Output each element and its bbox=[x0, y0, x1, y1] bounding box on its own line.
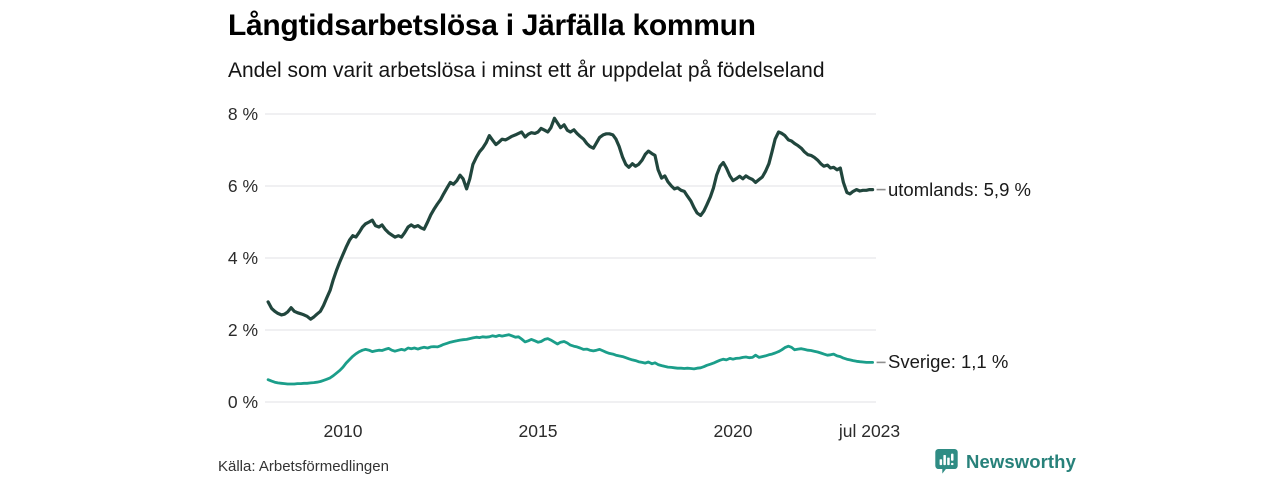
newsworthy-bar-chart-icon bbox=[935, 449, 958, 474]
chart-subtitle: Andel som varit arbetslösa i minst ett å… bbox=[228, 59, 825, 82]
series-label-utomlands: utomlands: 5,9 % bbox=[888, 178, 1031, 200]
newsworthy-wordmark: Newsworthy bbox=[966, 450, 1076, 472]
y-axis-label-2: 2 % bbox=[227, 320, 258, 340]
line-chart-plot-area bbox=[265, 113, 886, 403]
x-axis-label-2015: 2015 bbox=[518, 421, 558, 441]
y-axis-label-8: 8 % bbox=[227, 104, 258, 124]
source-note: Källa: Arbetsförmedlingen bbox=[218, 458, 389, 475]
y-axis-label-0: 0 % bbox=[227, 392, 258, 412]
x-axis-label-2020: 2020 bbox=[713, 421, 753, 441]
newsworthy-logo[interactable]: Newsworthy bbox=[934, 448, 1076, 475]
page-title: Långtidsarbetslösa i Järfälla kommun bbox=[228, 9, 756, 42]
y-axis-label-6: 6 % bbox=[227, 176, 258, 196]
x-axis-label-2010: 2010 bbox=[323, 421, 363, 441]
y-axis-label-4: 4 % bbox=[227, 248, 258, 268]
x-axis-label-jul-2023: jul 2023 bbox=[838, 421, 901, 441]
series-label-sverige: Sverige: 1,1 % bbox=[888, 351, 1009, 373]
